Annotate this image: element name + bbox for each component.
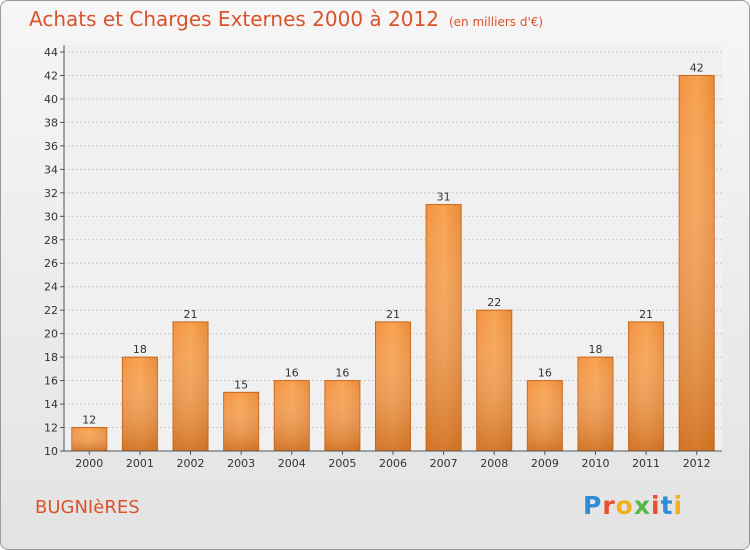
value-label-2006: 21 — [386, 308, 400, 321]
value-label-2009: 16 — [538, 367, 552, 380]
bar-shade — [324, 380, 360, 451]
y-tick-label: 30 — [44, 210, 58, 223]
bar-shade — [223, 392, 259, 451]
bar-shade — [375, 321, 411, 451]
x-tick-label-2004: 2004 — [278, 457, 306, 470]
y-tick-label: 14 — [44, 398, 58, 411]
x-tick-label-2000: 2000 — [75, 457, 103, 470]
title-text: Achats et Charges Externes 2000 à 2012 — [29, 7, 439, 31]
y-tick-label: 36 — [44, 140, 58, 153]
place-name: BUGNIèRES — [35, 497, 140, 518]
x-tick-label-2005: 2005 — [328, 457, 356, 470]
value-label-2012: 42 — [690, 61, 704, 74]
bar-shade — [173, 321, 209, 451]
value-label-2010: 18 — [588, 343, 602, 356]
y-tick-label: 24 — [44, 281, 58, 294]
bar-shade — [577, 357, 613, 451]
bars: 12 18 21 15 16 16 21 31 22 16 18 21 42 — [71, 61, 715, 452]
value-label-2001: 18 — [133, 343, 147, 356]
proxiti-logo[interactable]: Proxiti — [583, 491, 684, 520]
y-tick-label: 34 — [44, 163, 58, 176]
bar-shade — [628, 321, 664, 451]
bar-shade — [71, 427, 107, 451]
x-axis: 2000 2001 2002 2003 2004 2005 2006 2007 2008 2009… — [64, 450, 722, 470]
value-label-2003: 15 — [234, 378, 248, 391]
y-tick-label: 28 — [44, 234, 58, 247]
y-tick-label: 38 — [44, 116, 58, 129]
x-tick-label-2008: 2008 — [480, 457, 508, 470]
bar-shade — [679, 75, 715, 452]
x-tick-label-2012: 2012 — [683, 457, 711, 470]
chart-title: Achats et Charges Externes 2000 à 2012 (e… — [29, 7, 543, 31]
value-label-2000: 12 — [82, 414, 96, 427]
x-tick-label-2011: 2011 — [632, 457, 660, 470]
y-tick-label: 12 — [44, 422, 58, 435]
x-tick-label-2010: 2010 — [581, 457, 609, 470]
unit-label: (en milliers d'€) — [448, 15, 544, 29]
y-tick-label: 42 — [44, 69, 58, 82]
y-axis: 10 12 14 16 18 20 22 24 26 28 30 32 34 36 38 40 42 44 — [44, 45, 65, 458]
y-tick-label: 40 — [44, 93, 58, 106]
y-tick-label: 20 — [44, 328, 58, 341]
value-label-2002: 21 — [184, 308, 198, 321]
y-tick-label: 44 — [44, 46, 58, 59]
value-label-2008: 22 — [487, 296, 501, 309]
bar-shade — [527, 380, 563, 451]
y-tick-label: 16 — [44, 375, 58, 388]
y-tick-label: 18 — [44, 351, 58, 364]
x-tick-label-2006: 2006 — [379, 457, 407, 470]
y-tick-label: 32 — [44, 187, 58, 200]
value-label-2004: 16 — [285, 367, 299, 380]
bar-shade — [122, 357, 158, 451]
y-tick-label: 22 — [44, 304, 58, 317]
value-label-2007: 31 — [437, 191, 451, 204]
value-label-2005: 16 — [335, 367, 349, 380]
bar-shade — [426, 204, 462, 451]
x-tick-label-2003: 2003 — [227, 457, 255, 470]
x-tick-label-2001: 2001 — [126, 457, 154, 470]
value-label-2011: 21 — [639, 308, 653, 321]
bar-shade — [476, 310, 512, 451]
x-tick-label-2007: 2007 — [430, 457, 458, 470]
bar-shade — [274, 380, 310, 451]
y-tick-label: 26 — [44, 257, 58, 270]
y-tick-label: 10 — [44, 445, 58, 458]
x-tick-label-2002: 2002 — [177, 457, 205, 470]
x-tick-label-2009: 2009 — [531, 457, 559, 470]
